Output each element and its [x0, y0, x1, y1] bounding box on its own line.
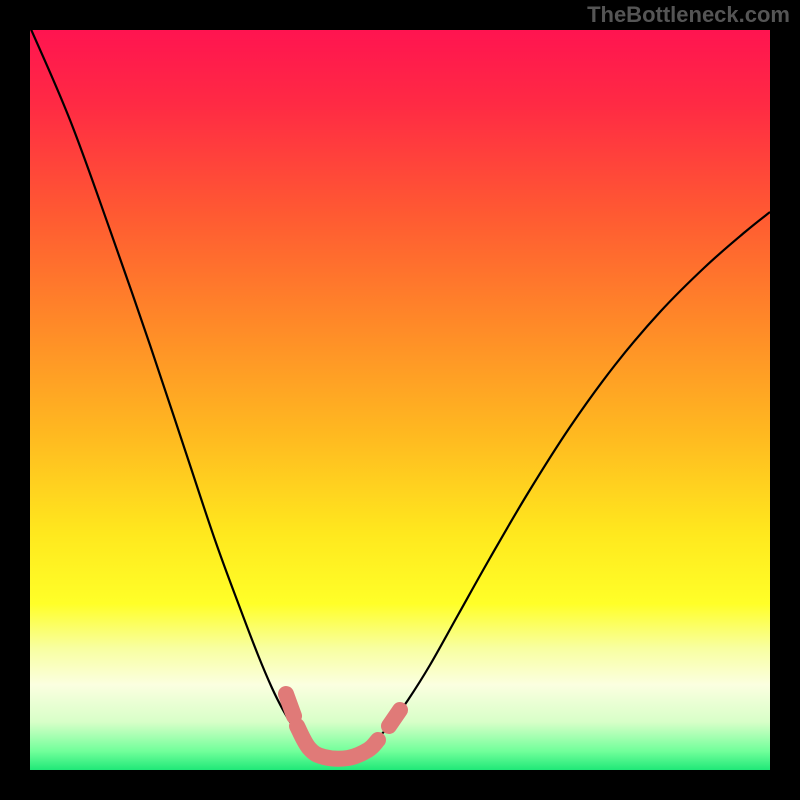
watermark-text: TheBottleneck.com	[587, 2, 790, 28]
bottleneck-curve-chart	[0, 0, 800, 800]
gradient-background	[30, 30, 770, 770]
marker-segment	[389, 710, 400, 726]
marker-segment	[286, 694, 294, 716]
chart-container: TheBottleneck.com	[0, 0, 800, 800]
